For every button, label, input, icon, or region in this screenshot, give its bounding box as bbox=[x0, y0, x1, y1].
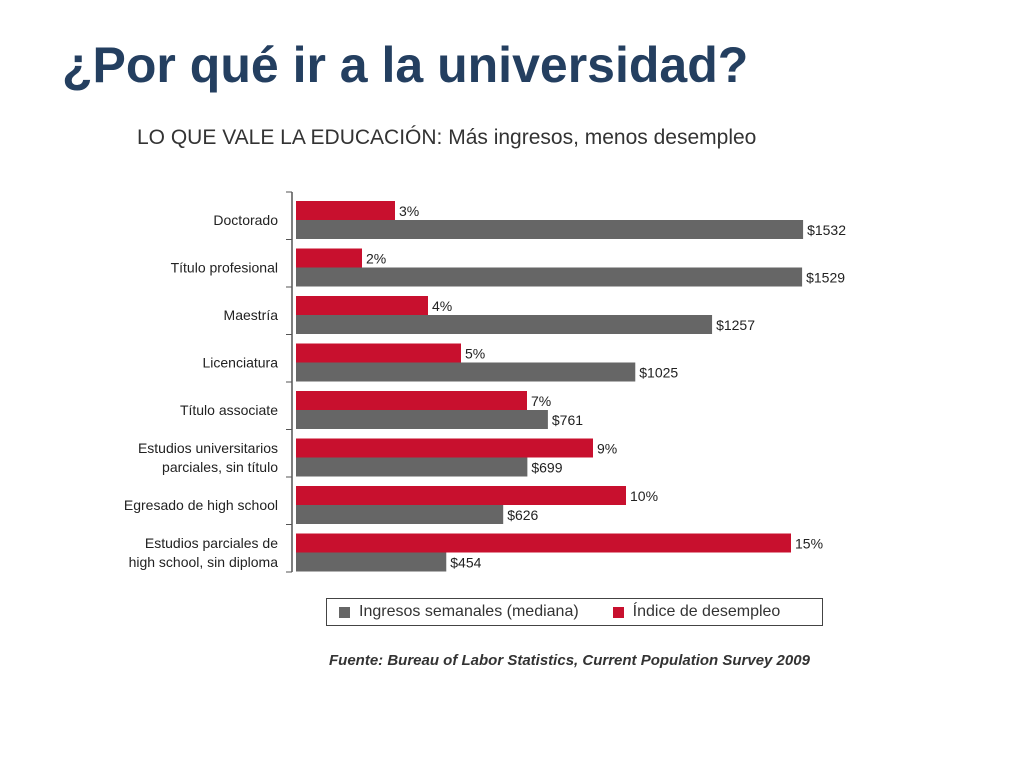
data-label-income: $1529 bbox=[806, 270, 845, 286]
category-label: Estudios parciales de bbox=[145, 535, 278, 551]
bar-unemployment bbox=[296, 201, 395, 220]
legend-label-income: Ingresos semanales (mediana) bbox=[359, 603, 579, 620]
data-label-unemployment: 15% bbox=[795, 536, 823, 552]
data-label-unemployment: 2% bbox=[366, 251, 386, 267]
data-label-income: $1532 bbox=[807, 222, 846, 238]
bar-income bbox=[296, 505, 504, 524]
data-label-income: $761 bbox=[552, 412, 583, 428]
category-label: Maestría bbox=[224, 307, 279, 323]
category-label: high school, sin diploma bbox=[129, 554, 279, 570]
data-label-unemployment: 5% bbox=[465, 346, 485, 362]
category-label: Título profesional bbox=[171, 260, 278, 276]
category-label: Doctorado bbox=[213, 212, 278, 228]
bar-unemployment bbox=[296, 296, 428, 315]
data-label-income: $1257 bbox=[716, 317, 755, 333]
category-label: Licenciatura bbox=[203, 355, 279, 371]
legend-swatch-income bbox=[339, 606, 350, 618]
chart-legend: Ingresos semanales (mediana) Índice de d… bbox=[326, 598, 823, 626]
bar-income bbox=[296, 220, 804, 239]
data-label-income: $1025 bbox=[639, 365, 678, 381]
category-label: Título associate bbox=[180, 402, 278, 418]
data-label-income: $699 bbox=[531, 460, 562, 476]
data-label-income: $454 bbox=[450, 555, 481, 571]
data-label-unemployment: 7% bbox=[531, 393, 551, 409]
slide-title: ¿Por qué ir a la universidad? bbox=[62, 37, 749, 93]
bar-unemployment bbox=[296, 486, 626, 505]
data-label-unemployment: 3% bbox=[399, 203, 419, 219]
legend-item-income: Ingresos semanales (mediana) bbox=[339, 603, 579, 621]
bar-income bbox=[296, 410, 548, 429]
bar-income bbox=[296, 315, 713, 334]
bar-income bbox=[296, 457, 528, 477]
legend-swatch-unemployment bbox=[612, 606, 624, 618]
bar-unemployment bbox=[296, 343, 461, 363]
category-label: parciales, sin título bbox=[162, 459, 278, 475]
data-label-unemployment: 9% bbox=[597, 441, 617, 457]
chart-title: LO QUE VALE LA EDUCACIÓN: Más ingresos, … bbox=[137, 126, 757, 149]
data-label-unemployment: 10% bbox=[630, 488, 658, 504]
data-label-income: $626 bbox=[507, 507, 538, 523]
legend-item-unemployment: Índice de desempleo bbox=[612, 603, 781, 621]
bar-unemployment bbox=[296, 438, 593, 458]
bar-unemployment bbox=[296, 248, 362, 268]
source-note: Fuente: Bureau of Labor Statistics, Curr… bbox=[329, 652, 810, 669]
legend-label-unemployment: Índice de desempleo bbox=[632, 603, 781, 620]
bar-income bbox=[296, 552, 447, 572]
bar-unemployment bbox=[296, 391, 527, 410]
bar-income bbox=[296, 362, 636, 382]
data-label-unemployment: 4% bbox=[432, 298, 452, 314]
category-label: Estudios universitarios bbox=[138, 440, 278, 456]
bar-unemployment bbox=[296, 533, 791, 553]
bar-income bbox=[296, 267, 803, 287]
category-label: Egresado de high school bbox=[124, 497, 278, 513]
